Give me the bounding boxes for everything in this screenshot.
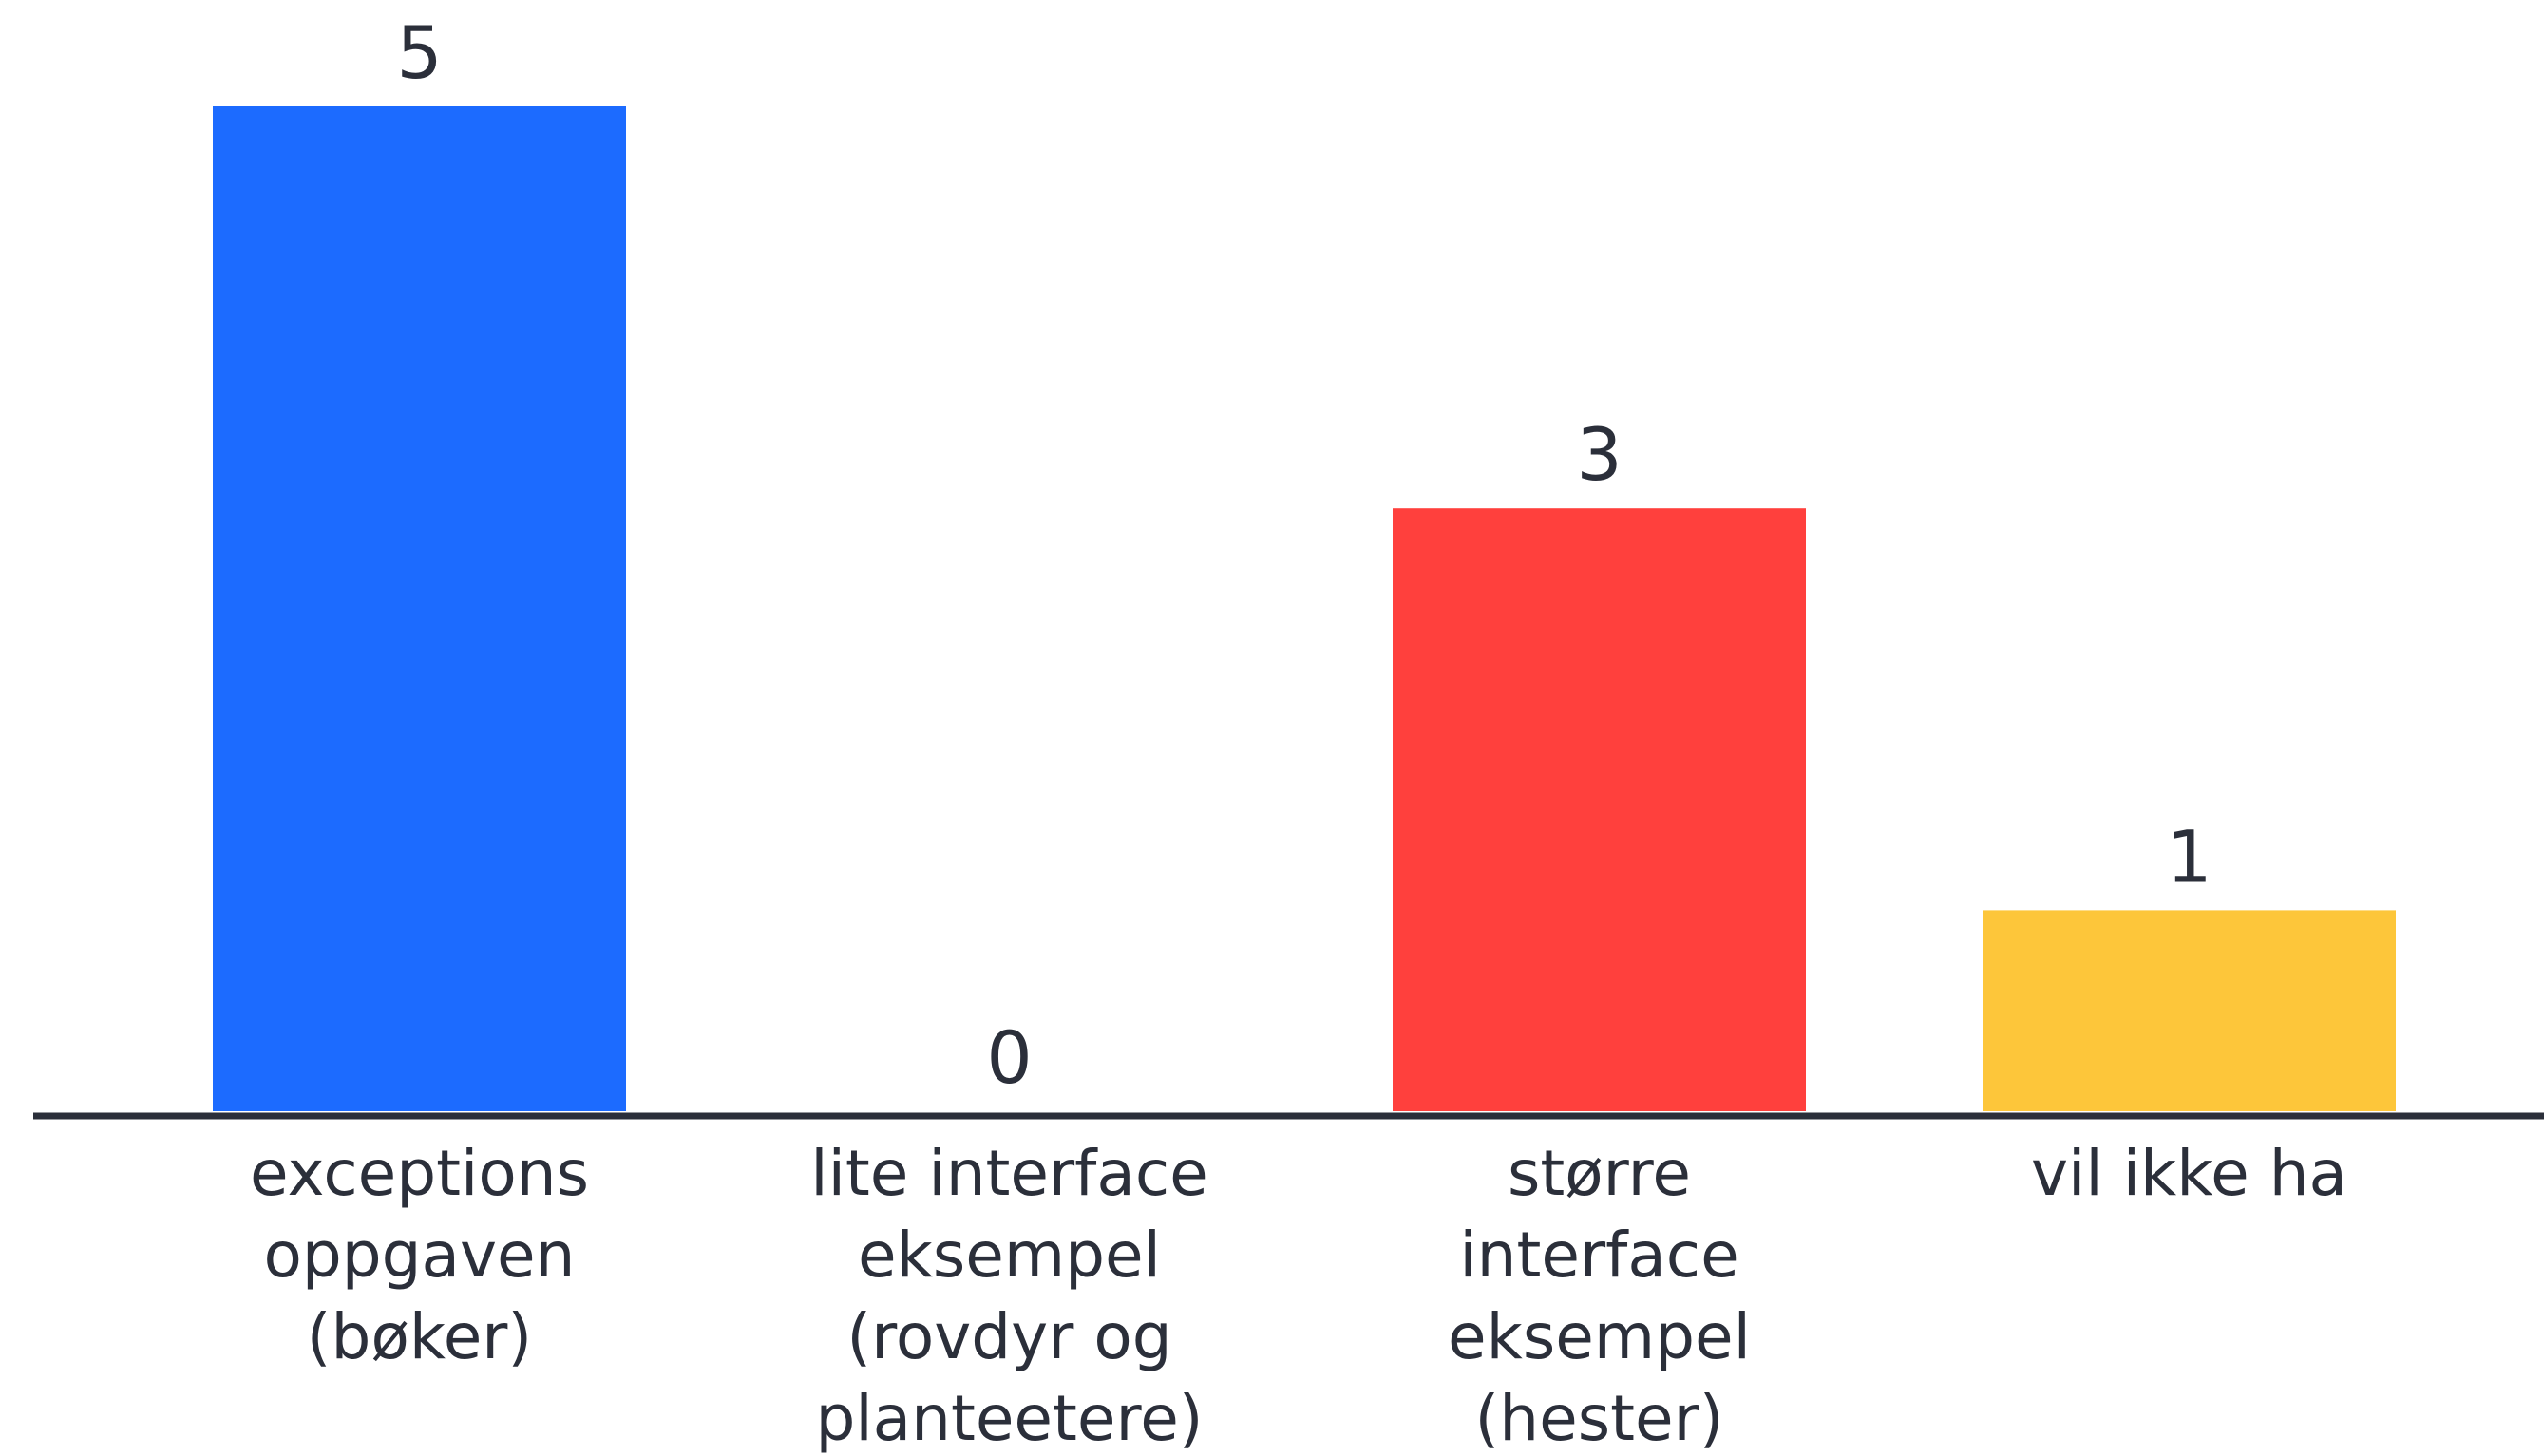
bar-3 bbox=[1393, 508, 1806, 1111]
category-label-2-line-1: lite interface bbox=[810, 1137, 1208, 1210]
category-labels-group: exceptions oppgaven (bøker) lite interface e… bbox=[250, 1137, 2347, 1455]
category-label-1-line-3: (bøker) bbox=[307, 1300, 532, 1373]
category-label-2-line-2: eksempel bbox=[858, 1219, 1161, 1292]
category-label-2-line-3: (rovdyr og bbox=[846, 1300, 1171, 1373]
category-label-4: vil ikke ha bbox=[2031, 1137, 2347, 1210]
category-label-4-line-1: vil ikke ha bbox=[2031, 1137, 2347, 1210]
category-label-2: lite interface eksempel (rovdyr og planteet… bbox=[810, 1137, 1208, 1455]
value-label-3: 3 bbox=[1576, 412, 1622, 497]
value-label-2: 0 bbox=[986, 1015, 1032, 1100]
value-label-1: 5 bbox=[396, 10, 442, 95]
category-label-1: exceptions oppgaven (bøker) bbox=[250, 1137, 589, 1373]
bars-group bbox=[213, 106, 2396, 1111]
category-label-3-line-2: interface bbox=[1459, 1219, 1738, 1292]
value-label-4: 1 bbox=[2166, 814, 2212, 898]
category-label-2-line-4: planteetere) bbox=[815, 1382, 1203, 1455]
bar-4 bbox=[1983, 910, 2396, 1111]
category-label-1-line-2: oppgaven bbox=[263, 1219, 575, 1292]
category-label-3-line-1: større bbox=[1508, 1137, 1691, 1210]
bar-1 bbox=[213, 106, 626, 1111]
category-label-3: større interface eksempel (hester) bbox=[1448, 1137, 1751, 1455]
category-label-3-line-3: eksempel bbox=[1448, 1300, 1751, 1373]
category-label-3-line-4: (hester) bbox=[1475, 1382, 1724, 1455]
category-label-1-line-1: exceptions bbox=[250, 1137, 589, 1210]
value-labels-group: 5 0 3 1 bbox=[396, 10, 2212, 1100]
